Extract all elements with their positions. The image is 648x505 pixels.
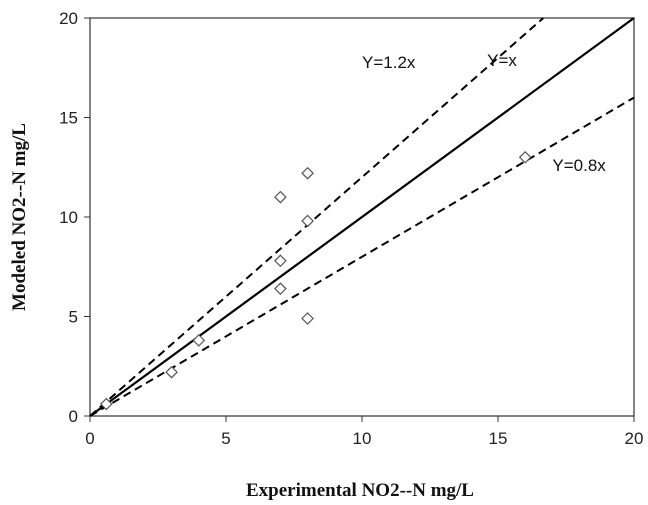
data-point-diamond bbox=[301, 214, 314, 228]
line-annotations: Y=x Y=1.2x Y=0.8x bbox=[362, 51, 606, 175]
data-point-diamond bbox=[518, 150, 532, 164]
reference-line-label: Y=x bbox=[487, 51, 517, 70]
data-point-diamond bbox=[165, 365, 178, 379]
data-point-diamond bbox=[301, 166, 314, 180]
data-point-diamond bbox=[192, 334, 206, 347]
reference-line bbox=[89, 96, 635, 417]
y-tick-label: 0 bbox=[69, 407, 78, 426]
data-point-diamond bbox=[274, 190, 287, 204]
data-point-diamond bbox=[274, 254, 287, 268]
data-point-diamond bbox=[99, 397, 113, 411]
x-tick-label: 5 bbox=[221, 429, 230, 448]
reference-lines bbox=[89, 17, 635, 417]
x-tick-label: 15 bbox=[489, 429, 508, 448]
data-points bbox=[99, 150, 532, 411]
x-tick-label: 20 bbox=[625, 429, 644, 448]
x-tick-label: 10 bbox=[353, 429, 372, 448]
axis-ticks: 0 5 10 15 20 0 5 10 15 20 bbox=[59, 9, 643, 448]
data-point-diamond bbox=[274, 282, 287, 295]
data-point-diamond bbox=[301, 312, 314, 325]
reference-line bbox=[89, 17, 544, 417]
reference-line bbox=[89, 17, 635, 417]
y-tick-label: 20 bbox=[59, 9, 78, 28]
reference-line-label: Y=0.8x bbox=[552, 156, 606, 175]
x-axis-title: Experimental NO2--N mg/L bbox=[246, 480, 474, 501]
y-tick-label: 5 bbox=[69, 308, 78, 327]
y-tick-label: 10 bbox=[59, 208, 78, 227]
reference-line-label: Y=1.2x bbox=[362, 53, 416, 72]
y-axis-title: Modeled NO2--N mg/L bbox=[9, 123, 30, 311]
y-tick-label: 15 bbox=[59, 109, 78, 128]
x-tick-label: 0 bbox=[85, 429, 94, 448]
